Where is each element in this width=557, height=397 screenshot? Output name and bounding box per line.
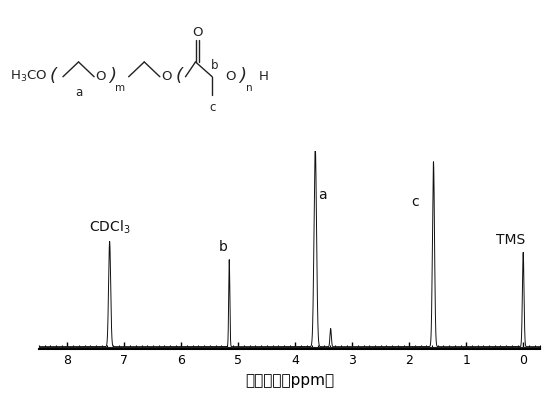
Text: CDCl$_3$: CDCl$_3$ — [89, 219, 130, 236]
Text: ): ) — [110, 67, 116, 85]
Text: O: O — [96, 70, 106, 83]
Text: O: O — [225, 70, 235, 83]
Text: O: O — [162, 70, 172, 83]
Text: b: b — [219, 240, 228, 254]
Text: H$_3$CO: H$_3$CO — [10, 69, 47, 84]
Text: (: ( — [175, 67, 182, 85]
Text: b: b — [211, 59, 219, 71]
Text: a: a — [75, 86, 82, 99]
Text: ): ) — [239, 67, 246, 85]
Text: n: n — [246, 83, 252, 93]
Text: O: O — [192, 26, 202, 39]
Text: c: c — [411, 195, 419, 209]
Text: m: m — [115, 83, 125, 93]
Text: H: H — [259, 70, 269, 83]
X-axis label: 化学位移（ppm）: 化学位移（ppm） — [245, 373, 334, 388]
Text: TMS: TMS — [496, 233, 525, 247]
Text: (: ( — [50, 67, 56, 85]
Text: a: a — [319, 188, 327, 202]
Text: c: c — [209, 101, 216, 114]
